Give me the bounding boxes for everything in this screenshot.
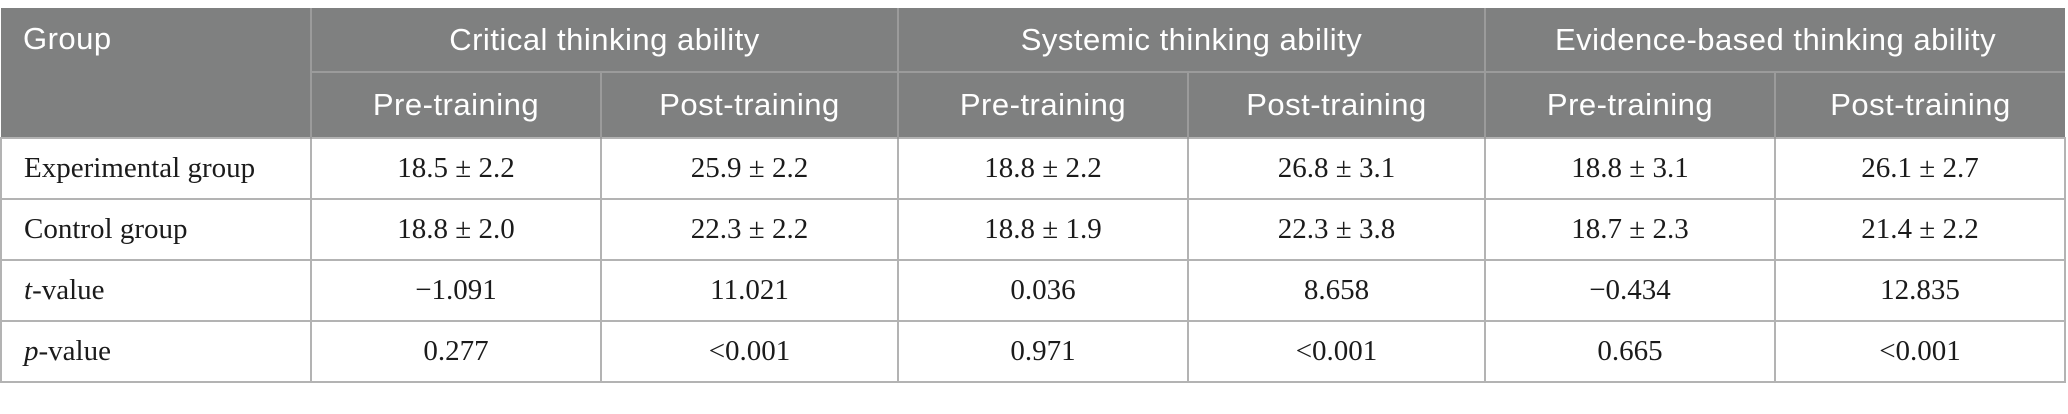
header-cell-critical-thinking: Critical thinking ability [310, 8, 899, 73]
data-cell: 18.8 ± 3.1 [1484, 137, 1777, 200]
data-cell: 0.971 [897, 320, 1189, 383]
page: { "table": { "header": { "group_label": … [0, 8, 2068, 414]
table-body: Experimental group 18.5 ± 2.2 25.9 ± 2.2… [0, 137, 2067, 383]
data-cell: 8.658 [1186, 259, 1487, 322]
data-cell: 18.5 ± 2.2 [310, 137, 602, 200]
table-header: Group Critical thinking ability Systemic… [1, 8, 2066, 138]
data-cell: 0.277 [310, 320, 602, 383]
data-cell: <0.001 [1774, 320, 2067, 383]
data-cell: 18.8 ± 2.0 [310, 198, 602, 261]
row-label-experimental-group: Experimental group [0, 137, 312, 200]
header-cell-critical-post: Post-training [600, 71, 899, 138]
table-row-control-group: Control group 18.8 ± 2.0 22.3 ± 2.2 18.8… [0, 198, 2067, 261]
table-row-t-value: t-value −1.091 11.021 0.036 8.658 −0.434… [0, 259, 2067, 322]
row-label-text: -value [38, 335, 111, 367]
data-cell: 22.3 ± 3.8 [1186, 198, 1487, 261]
data-cell: 12.835 [1774, 259, 2067, 322]
header-cell-systemic-pre: Pre-training [897, 71, 1189, 138]
header-cell-systemic-thinking: Systemic thinking ability [896, 8, 1487, 73]
data-cell: −0.434 [1484, 259, 1777, 322]
data-cell: 18.8 ± 1.9 [897, 198, 1189, 261]
training-results-table: Group Critical thinking ability Systemic… [0, 8, 2067, 383]
header-cell-critical-pre: Pre-training [311, 71, 602, 138]
table-row-p-value: p-value 0.277 <0.001 0.971 <0.001 0.665 … [0, 320, 2067, 383]
header-cell-evidence-post: Post-training [1774, 71, 2066, 138]
header-row-subcolumns: Pre-training Post-training Pre-training … [1, 71, 2066, 138]
row-label-italic-part: p [24, 335, 39, 367]
header-cell-evidence-pre: Pre-training [1484, 71, 1777, 138]
row-label-control-group: Control group [0, 198, 312, 261]
data-cell: −1.091 [310, 259, 602, 322]
row-label-text: Experimental group [24, 152, 256, 184]
data-cell: <0.001 [1186, 320, 1487, 383]
table-row-experimental-group: Experimental group 18.5 ± 2.2 25.9 ± 2.2… [0, 137, 2067, 200]
data-cell: 26.1 ± 2.7 [1774, 137, 2067, 200]
row-label-t-value: t-value [0, 259, 312, 322]
data-cell: <0.001 [600, 320, 899, 383]
row-label-p-value: p-value [0, 320, 312, 383]
header-row-sections: Group Critical thinking ability Systemic… [1, 8, 2066, 138]
data-cell: 26.8 ± 3.1 [1186, 137, 1487, 200]
row-label-italic-part: t [24, 274, 33, 306]
data-cell: 11.021 [600, 259, 899, 322]
row-label-text: Control group [24, 213, 188, 245]
header-cell-systemic-post: Post-training [1186, 71, 1487, 138]
data-cell: 21.4 ± 2.2 [1774, 198, 2067, 261]
data-cell: 0.665 [1484, 320, 1777, 383]
row-label-text: -value [32, 274, 105, 306]
header-cell-group: Group [1, 8, 312, 138]
data-cell: 18.8 ± 2.2 [897, 137, 1189, 200]
data-cell: 25.9 ± 2.2 [600, 137, 899, 200]
header-cell-evidence-thinking: Evidence-based thinking ability [1484, 8, 2066, 73]
data-cell: 18.7 ± 2.3 [1484, 198, 1777, 261]
data-cell: 0.036 [897, 259, 1189, 322]
data-cell: 22.3 ± 2.2 [600, 198, 899, 261]
